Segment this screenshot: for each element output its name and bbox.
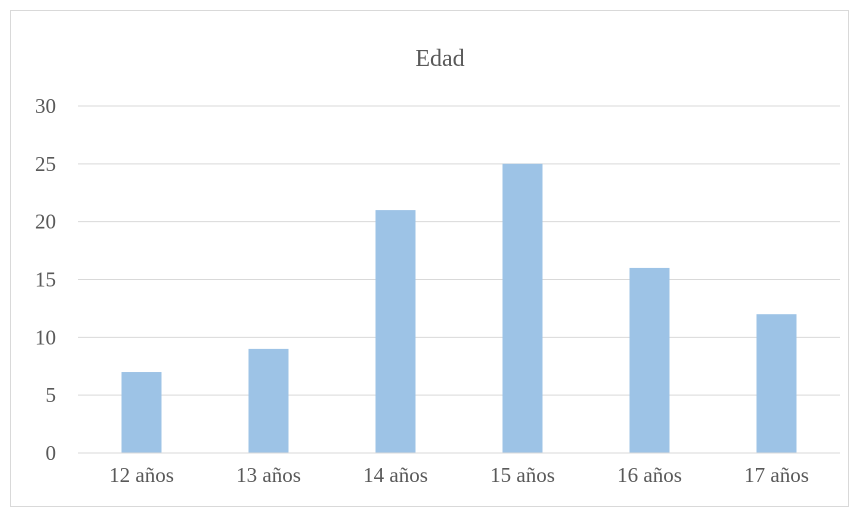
bar: [248, 348, 289, 453]
x-tick-label: 14 años: [363, 463, 428, 487]
x-tick-label: 16 años: [617, 463, 682, 487]
x-tick-label: 13 años: [236, 463, 301, 487]
x-axis-ticks: 12 años 13 años 14 años 15 años 16 años 17 añ…: [109, 463, 809, 487]
bar: [375, 210, 416, 453]
y-tick-label: 5: [46, 383, 57, 407]
x-tick-label: 17 años: [744, 463, 809, 487]
gridlines: [78, 105, 840, 396]
y-axis-ticks: 0 5 10 15 20 25 30: [35, 94, 56, 465]
bar: [502, 163, 543, 454]
bar: [121, 372, 162, 453]
y-tick-label: 0: [46, 441, 57, 465]
bar: [629, 267, 670, 453]
y-tick-label: 20: [35, 210, 56, 234]
bar: [756, 314, 797, 453]
y-tick-label: 15: [35, 268, 56, 292]
x-tick-label: 12 años: [109, 463, 174, 487]
bars: [121, 163, 797, 454]
x-tick-label: 15 años: [490, 463, 555, 487]
y-tick-label: 25: [35, 152, 56, 176]
y-tick-label: 10: [35, 325, 56, 349]
y-tick-label: 30: [35, 94, 56, 118]
chart-title: Edad: [415, 46, 464, 72]
